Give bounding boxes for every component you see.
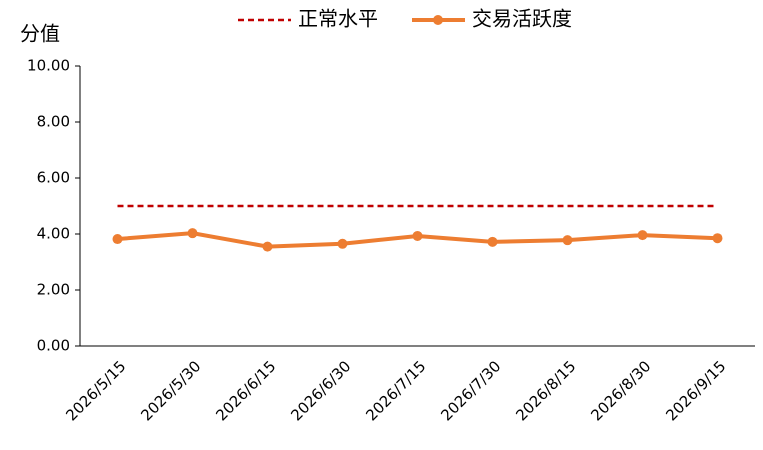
point [262, 241, 273, 252]
y-tick-label: 0.00 [37, 337, 70, 355]
y-tick-label: 4.00 [37, 225, 70, 243]
x-tick-label: 2026/8/30 [587, 357, 654, 424]
x-tick-label: 2026/5/15 [62, 357, 129, 424]
y-tick-label: 8.00 [37, 113, 70, 131]
y-tick-label: 10.00 [27, 57, 70, 75]
y-tick-label: 2.00 [37, 281, 70, 299]
y-axis-label: 分值 [20, 22, 60, 46]
x-tick-label: 2026/6/30 [287, 357, 354, 424]
x-tick-label: 2026/6/15 [212, 357, 279, 424]
x-tick-label: 2026/5/30 [137, 357, 204, 424]
point [412, 230, 423, 241]
point [112, 234, 123, 245]
legend-label: 正常水平 [298, 7, 378, 31]
y-tick-label: 6.00 [37, 169, 70, 187]
legend-label: 交易活跃度 [472, 7, 572, 31]
x-tick-label: 2026/8/15 [512, 357, 579, 424]
point [712, 233, 723, 244]
point [562, 235, 573, 246]
legend: 正常水平 交易活跃度 [238, 7, 572, 31]
x-tick-label: 2026/9/15 [662, 357, 729, 424]
x-tick-label: 2026/7/30 [437, 357, 504, 424]
point [637, 230, 648, 241]
point [487, 236, 498, 247]
point [337, 238, 348, 249]
x-tick-label: 2026/7/15 [362, 357, 429, 424]
legend-marker [433, 15, 443, 25]
point [187, 228, 198, 239]
